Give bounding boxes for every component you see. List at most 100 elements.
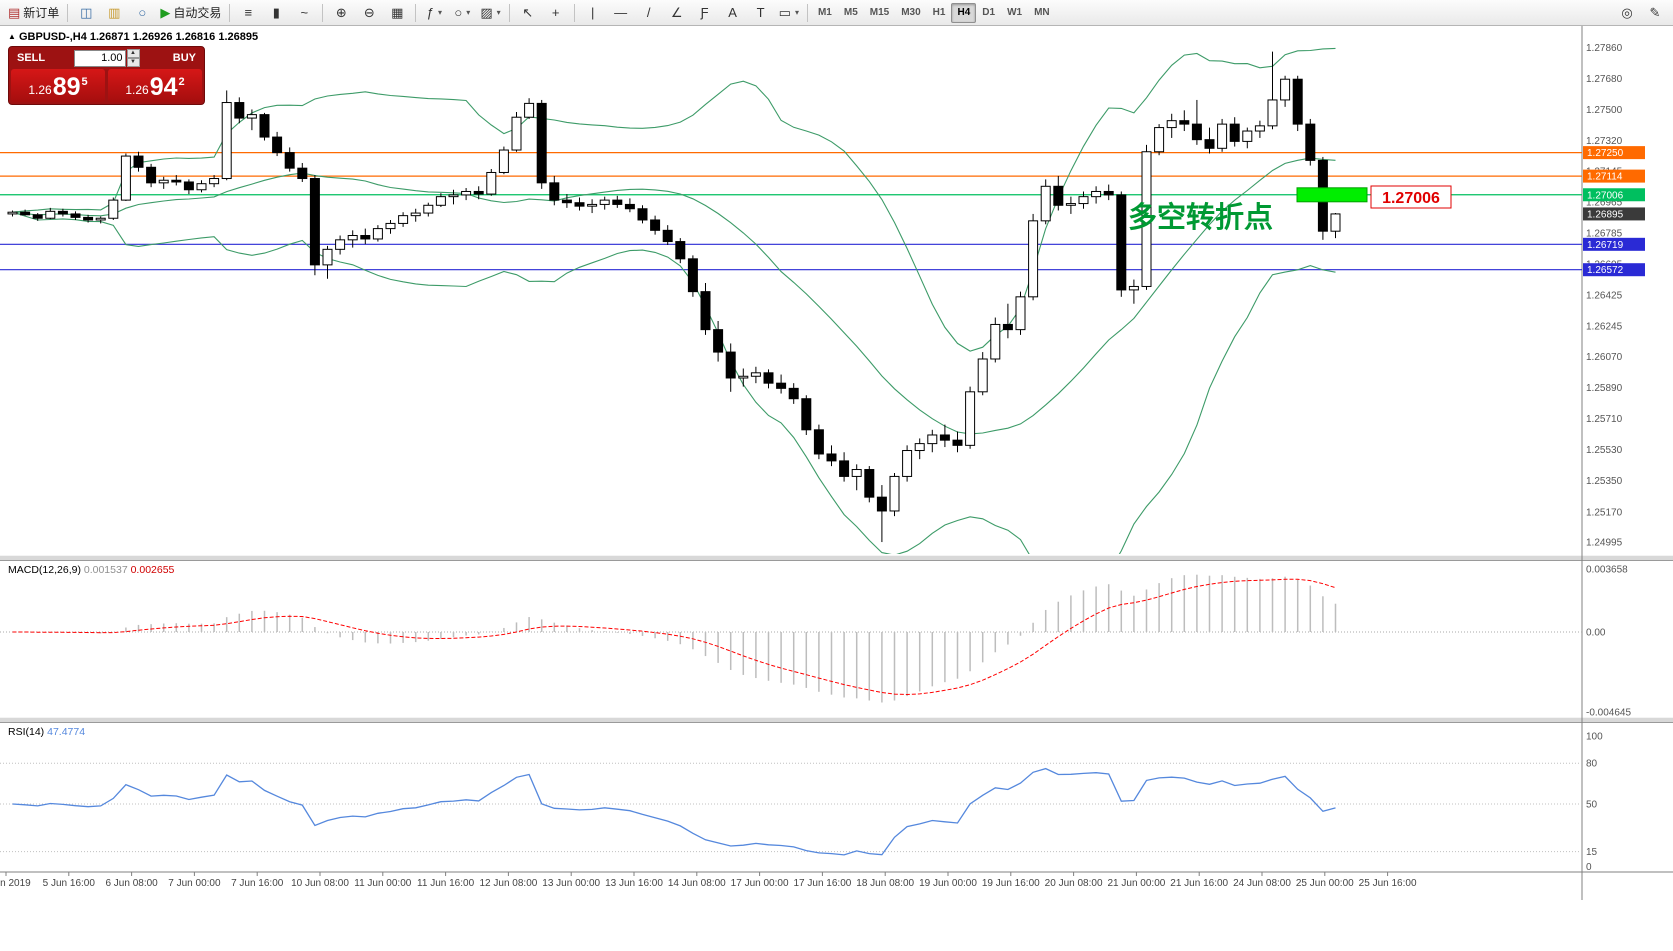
line-chart-button[interactable]: ~ [290, 2, 318, 24]
macd-header: MACD(12,26,9) 0.001537 0.002655 [8, 564, 175, 576]
channel-button[interactable]: ∠ [663, 2, 691, 24]
svg-text:1.26965: 1.26965 [1586, 197, 1623, 208]
text-button[interactable]: A [719, 2, 747, 24]
svg-text:10 Jun 08:00: 10 Jun 08:00 [291, 878, 349, 889]
autotrading-button[interactable]: ▶ 自动交易 [156, 2, 225, 24]
timeframe-mn-button[interactable]: MN [1034, 7, 1050, 18]
svg-text:17 Jun 00:00: 17 Jun 00:00 [731, 878, 789, 889]
tile-windows-button[interactable]: ▦ [383, 2, 411, 24]
svg-text:7 Jun 00:00: 7 Jun 00:00 [168, 878, 221, 889]
zoom-in-button[interactable]: ⊕ [327, 2, 355, 24]
svg-text:15: 15 [1586, 847, 1598, 858]
turning-point-highlight-bar[interactable] [1296, 187, 1368, 203]
price-tag: 1.26572 [1583, 263, 1645, 277]
search-button[interactable]: ◎ [1613, 2, 1641, 24]
volume-down-button[interactable]: ▼ [126, 58, 140, 67]
timeframe-w1-button[interactable]: W1 [1007, 7, 1023, 18]
buy-button[interactable]: 1.26 94 2 [108, 69, 202, 102]
templates-button[interactable]: ▨ ▾ [476, 2, 504, 24]
price-flag-box[interactable] [1370, 185, 1452, 209]
candle-chart-button[interactable]: ▮ [262, 2, 290, 24]
volume-up-button[interactable]: ▲ [126, 49, 140, 58]
buy-price-sup: 2 [178, 76, 185, 88]
svg-text:21 Jun 16:00: 21 Jun 16:00 [1170, 878, 1228, 889]
bar-chart-icon: ≡ [244, 5, 253, 20]
zoom-out-icon: ⊖ [363, 5, 375, 20]
sell-label: SELL [17, 52, 46, 64]
svg-text:0: 0 [1586, 862, 1592, 873]
crosshair-button[interactable]: + [542, 2, 570, 24]
channel-icon: ∠ [670, 5, 683, 20]
svg-text:50: 50 [1586, 800, 1598, 811]
vertical-line-button[interactable]: | [579, 2, 607, 24]
timeframe-m30-button[interactable]: M30 [901, 7, 921, 18]
timeframe-h4-button[interactable]: H4 [951, 2, 977, 23]
timeframe-m5-button[interactable]: M5 [843, 7, 858, 18]
svg-text:1.27250: 1.27250 [1587, 148, 1624, 159]
buy-price-big: 94 [149, 73, 178, 101]
svg-text:1.26572: 1.26572 [1587, 265, 1624, 276]
svg-text:1.27320: 1.27320 [1586, 136, 1623, 147]
search-icon: ◎ [1621, 5, 1633, 20]
profiles-icon: ▥ [108, 5, 121, 20]
text-icon: A [728, 5, 737, 20]
profiles-button[interactable]: ▥ [100, 2, 128, 24]
quick-edit-button[interactable]: ✎ [1641, 2, 1669, 24]
svg-text:14 Jun 08:00: 14 Jun 08:00 [668, 878, 726, 889]
one-click-trading-panel: SELL ▲ ▼ BUY 1.26 89 5 1.26 94 2 [8, 46, 205, 105]
svg-text:13 Jun 00:00: 13 Jun 00:00 [542, 878, 600, 889]
new-order-button[interactable]: ▤ 新订单 [4, 2, 63, 24]
charts-grid-icon: ◫ [80, 5, 93, 20]
main-toolbar: ▤ 新订单 ◫ ▥ ○ ▶ 自动交易 ≡ ▮ ~ ⊕ ⊖ ▦ ƒ ▾ ○ ▾ ▨ ▾ ↖ + | — / ∠ Ƒ A T ▭ ▾ M1 M5 M… [0, 0, 1673, 26]
fibonacci-icon: Ƒ [700, 5, 709, 20]
line-chart-icon: ~ [300, 5, 309, 20]
divider-main-macd[interactable] [0, 555, 1673, 561]
horizontal-line-button[interactable]: — [607, 2, 635, 24]
macd-signal-line [12, 578, 1336, 696]
price-axis-labels: 1.278601.276801.275001.273201.271451.269… [1586, 43, 1631, 873]
history-center-button[interactable]: ○ [128, 2, 156, 24]
text-label-icon: T [756, 5, 765, 20]
charts-grid-button[interactable]: ◫ [72, 2, 100, 24]
fibonacci-button[interactable]: Ƒ [691, 2, 719, 24]
svg-text:1.26895: 1.26895 [1587, 209, 1624, 220]
svg-text:1.25170: 1.25170 [1586, 507, 1623, 518]
history-center-icon: ○ [138, 5, 147, 20]
svg-text:5 Jun 2019: 5 Jun 2019 [0, 878, 31, 889]
price-tag: 1.26895 [1583, 207, 1645, 221]
price-tag: 1.27114 [1583, 169, 1645, 183]
bar-chart-button[interactable]: ≡ [234, 2, 262, 24]
svg-text:0.00: 0.00 [1586, 628, 1606, 639]
svg-text:1.26070: 1.26070 [1586, 352, 1623, 363]
text-label-button[interactable]: T [747, 2, 775, 24]
candle-chart-icon: ▮ [272, 5, 280, 20]
bollinger-bands [12, 47, 1336, 554]
horizontal-line-icon: — [614, 5, 628, 20]
timeframe-h1-button[interactable]: H1 [932, 7, 946, 18]
svg-text:13 Jun 16:00: 13 Jun 16:00 [605, 878, 663, 889]
sell-price-big: 89 [52, 73, 81, 101]
one-click-collapse-icon[interactable]: ▲ [8, 32, 16, 41]
timeframe-m1-button[interactable]: M1 [817, 7, 832, 18]
turning-point-annotation[interactable]: 多空转折点 [1128, 200, 1273, 234]
sell-button[interactable]: 1.26 89 5 [11, 69, 105, 102]
periods-button[interactable]: ○ ▾ [448, 2, 476, 24]
timeframe-m15-button[interactable]: M15 [869, 7, 890, 18]
shapes-button[interactable]: ▭ ▾ [775, 2, 803, 24]
divider-macd-rsi[interactable] [0, 717, 1673, 723]
chevron-down-icon: ▾ [794, 8, 799, 17]
svg-text:1.26245: 1.26245 [1586, 322, 1623, 333]
volume-input[interactable] [73, 49, 126, 67]
time-axis-labels[interactable]: 5 Jun 2019 5 Jun 16:00 6 Jun 08:00 7 Jun 00… [0, 872, 1417, 889]
trendline-button[interactable]: / [635, 2, 663, 24]
symbol-ohlc-text: GBPUSD-,H4 1.26871 1.26926 1.26816 1.268… [18, 31, 259, 43]
svg-text:24 Jun 08:00: 24 Jun 08:00 [1233, 878, 1291, 889]
indicators-button[interactable]: ƒ ▾ [420, 2, 448, 24]
buy-label: BUY [172, 52, 196, 64]
timeframe-d1-button[interactable]: D1 [982, 7, 996, 18]
zoom-out-button[interactable]: ⊖ [355, 2, 383, 24]
svg-text:19 Jun 16:00: 19 Jun 16:00 [982, 878, 1040, 889]
candles [7, 51, 1341, 543]
cursor-button[interactable]: ↖ [514, 2, 542, 24]
